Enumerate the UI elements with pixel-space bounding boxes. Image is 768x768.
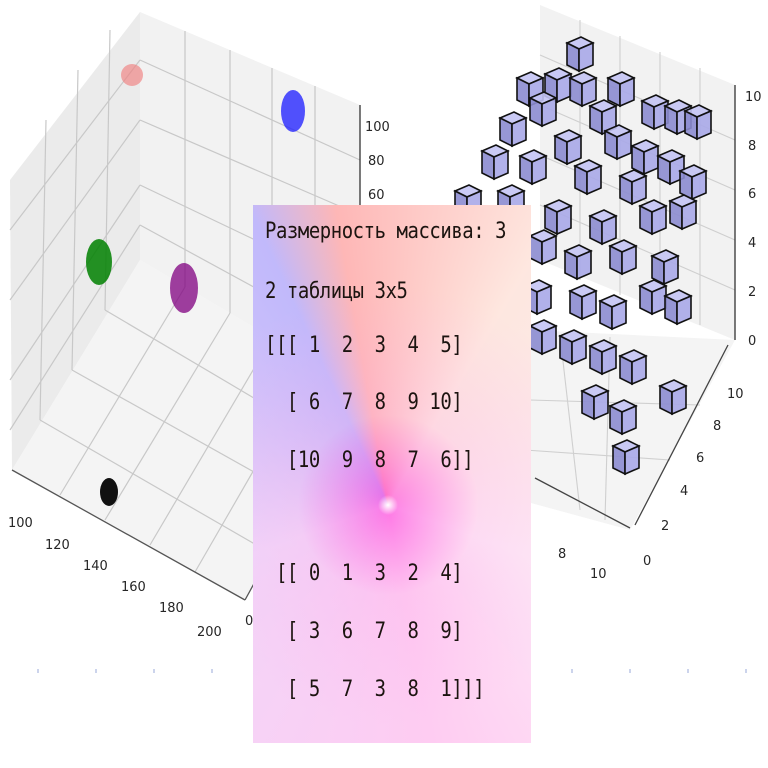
table1-row: [10 9 8 7 6]] [265,448,474,473]
left-x-tick: 100 [8,516,33,531]
table1-row: [ 6 7 8 9 10] [265,390,463,415]
right-z-tick: 4 [748,236,756,251]
right-z-tick: 10 [745,90,762,105]
pink-point [121,64,143,86]
left-x-tick: 140 [83,559,108,574]
right-z-tick: 2 [748,285,756,300]
array-shape-text: 2 таблицы 3x5 [265,279,408,304]
bottom-tick-marks [37,669,747,673]
green-point [86,239,112,285]
blue-point [281,90,305,132]
right-y-tick: 2 [661,519,669,534]
left-grid-lines [9,29,361,573]
left-z-tick: 60 [368,188,385,203]
console-output-panel: Размерность массива: 3 2 таблицы 3x5 [[[… [253,205,531,743]
right-z-tick: 8 [748,139,756,154]
right-y-tick: 10 [727,387,744,402]
table2-row: [[ 0 1 3 2 4] [265,561,463,586]
left-y-tick: 0 [245,614,253,629]
right-y-tick: 8 [713,419,721,434]
black-point [100,478,118,506]
right-x-tick: 10 [590,567,607,582]
right-y-tick: 4 [680,484,688,499]
right-y-tick: 6 [696,451,704,466]
purple-point [170,263,198,313]
left-x-tick: 200 [197,625,222,640]
right-z-tick: 0 [748,334,756,349]
table1-row: [[[ 1 2 3 4 5] [265,333,463,358]
right-z-tick: 6 [748,187,756,202]
left-x-tick: 180 [159,601,184,616]
left-z-tick: 80 [368,154,385,169]
array-dimension-text: Размерность массива: 3 [265,219,507,244]
left-x-tick: 120 [45,538,70,553]
right-x-tick: 8 [558,547,566,562]
table2-row: [ 5 7 3 8 1]]] [265,677,485,702]
table2-row: [ 3 6 7 8 9] [265,619,463,644]
left-z-tick: 100 [365,120,390,135]
right-y-tick: 0 [643,554,651,569]
left-x-tick: 160 [121,580,146,595]
